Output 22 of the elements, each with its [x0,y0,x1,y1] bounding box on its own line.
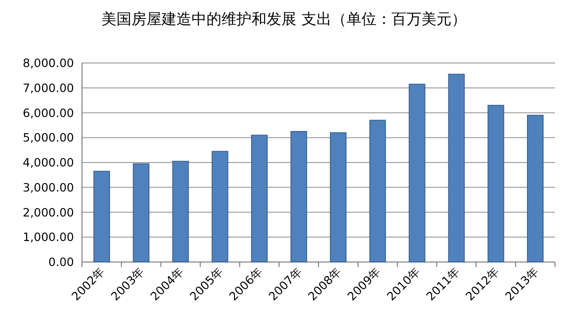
y-tick-label: 4,000.00 [22,156,74,170]
bar [488,104,504,262]
bar [132,163,150,262]
bar [251,134,268,262]
y-tick-label: 8,000.00 [22,56,74,70]
y-tick-label: 0.00 [48,255,74,269]
bar [369,120,386,262]
bar [290,131,308,262]
y-tick-label: 7,000.00 [22,80,74,95]
bar [93,170,110,262]
bar [330,132,346,262]
y-tick-label: 5,000.00 [22,130,74,145]
y-tick-label: 2,000.00 [22,205,74,220]
bar [172,160,189,262]
bar [527,114,544,262]
y-tick-label: 6,000.00 [22,106,74,120]
bar [448,74,465,262]
y-tick-label: 1,000.00 [22,230,74,244]
y-tick-label: 3,000.00 [22,180,74,194]
chart-title: 美国房屋建造中的维护和发展 支出（单位：百万美元） [102,10,466,28]
bar [408,84,426,262]
bar [212,150,228,262]
